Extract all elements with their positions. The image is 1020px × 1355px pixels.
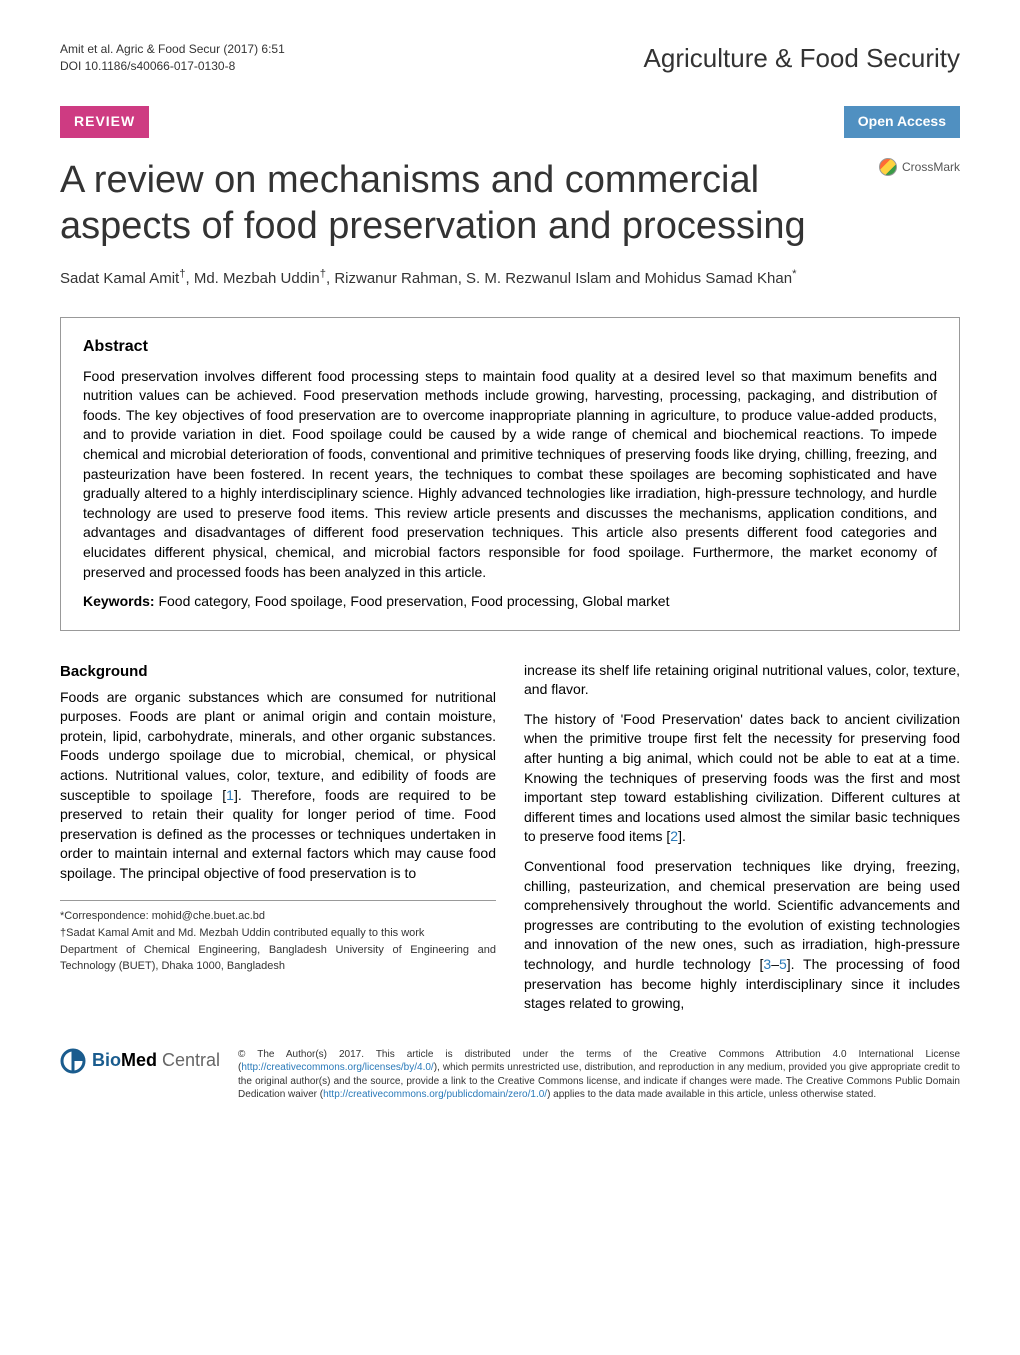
- bmc-central: Central: [157, 1050, 220, 1070]
- ref-dash: –: [771, 956, 779, 972]
- crossmark-link[interactable]: CrossMark: [879, 158, 960, 176]
- correspondence-line: *Correspondence: mohid@che.buet.ac.bd: [60, 909, 496, 924]
- header-row: Amit et al. Agric & Food Secur (2017) 6:…: [60, 40, 960, 76]
- license-text: © The Author(s) 2017. This article is di…: [238, 1048, 960, 1102]
- right-column: increase its shelf life retaining origin…: [524, 661, 960, 1024]
- right-p2b: ].: [678, 828, 686, 844]
- bg-text-1: Foods are organic substances which are c…: [60, 689, 496, 803]
- content-columns: Background Foods are organic substances …: [60, 661, 960, 1024]
- footnotes: *Correspondence: mohid@che.buet.ac.bd †S…: [60, 900, 496, 975]
- right-p1: increase its shelf life retaining origin…: [524, 661, 960, 700]
- affiliation-line: Department of Chemical Engineering, Bang…: [60, 943, 496, 974]
- crossmark-icon: [879, 158, 897, 176]
- equal-contrib-line: †Sadat Kamal Amit and Md. Mezbah Uddin c…: [60, 926, 496, 941]
- abstract-heading: Abstract: [83, 336, 937, 358]
- background-paragraph: Foods are organic substances which are c…: [60, 688, 496, 884]
- right-p3a: Conventional food preservation technique…: [524, 858, 960, 972]
- ref-link-2[interactable]: 2: [670, 828, 678, 844]
- biomed-central-logo: BioMed Central: [60, 1048, 220, 1074]
- authors-line: Sadat Kamal Amit†, Md. Mezbah Uddin†, Ri…: [60, 267, 960, 289]
- keywords-line: Keywords: Food category, Food spoilage, …: [83, 592, 937, 612]
- left-column: Background Foods are organic substances …: [60, 661, 496, 1024]
- citation-line-1: Amit et al. Agric & Food Secur (2017) 6:…: [60, 41, 285, 58]
- badge-row: REVIEW Open Access: [60, 106, 960, 138]
- right-p3: Conventional food preservation technique…: [524, 857, 960, 1014]
- article-title: A review on mechanisms and commercial as…: [60, 158, 960, 249]
- right-p2a: The history of 'Food Preservation' dates…: [524, 711, 960, 845]
- citation-block: Amit et al. Agric & Food Secur (2017) 6:…: [60, 41, 285, 75]
- bmc-icon: [60, 1048, 86, 1074]
- bmc-bio: Bio: [92, 1050, 121, 1070]
- abstract-text: Food preservation involves different foo…: [83, 367, 937, 583]
- ref-link-5[interactable]: 5: [779, 956, 787, 972]
- footer: BioMed Central © The Author(s) 2017. Thi…: [60, 1048, 960, 1102]
- review-badge: REVIEW: [60, 106, 149, 138]
- bmc-med: Med: [121, 1050, 157, 1070]
- license-link-1[interactable]: http://creativecommons.org/licenses/by/4…: [241, 1062, 433, 1073]
- keywords-text: Food category, Food spoilage, Food prese…: [158, 593, 669, 609]
- ref-link-1[interactable]: 1: [226, 787, 234, 803]
- crossmark-container: CrossMark: [879, 158, 960, 183]
- background-heading: Background: [60, 661, 496, 682]
- journal-name: Agriculture & Food Security: [644, 40, 960, 76]
- citation-line-2: DOI 10.1186/s40066-017-0130-8: [60, 58, 285, 75]
- keywords-label: Keywords:: [83, 593, 158, 609]
- bmc-text: BioMed Central: [92, 1048, 220, 1073]
- crossmark-label: CrossMark: [902, 159, 960, 176]
- open-access-badge: Open Access: [844, 106, 960, 138]
- abstract-box: Abstract Food preservation involves diff…: [60, 317, 960, 631]
- license-link-2[interactable]: http://creativecommons.org/publicdomain/…: [323, 1089, 547, 1100]
- license-p3: ) applies to the data made available in …: [547, 1089, 876, 1100]
- right-p2: The history of 'Food Preservation' dates…: [524, 710, 960, 847]
